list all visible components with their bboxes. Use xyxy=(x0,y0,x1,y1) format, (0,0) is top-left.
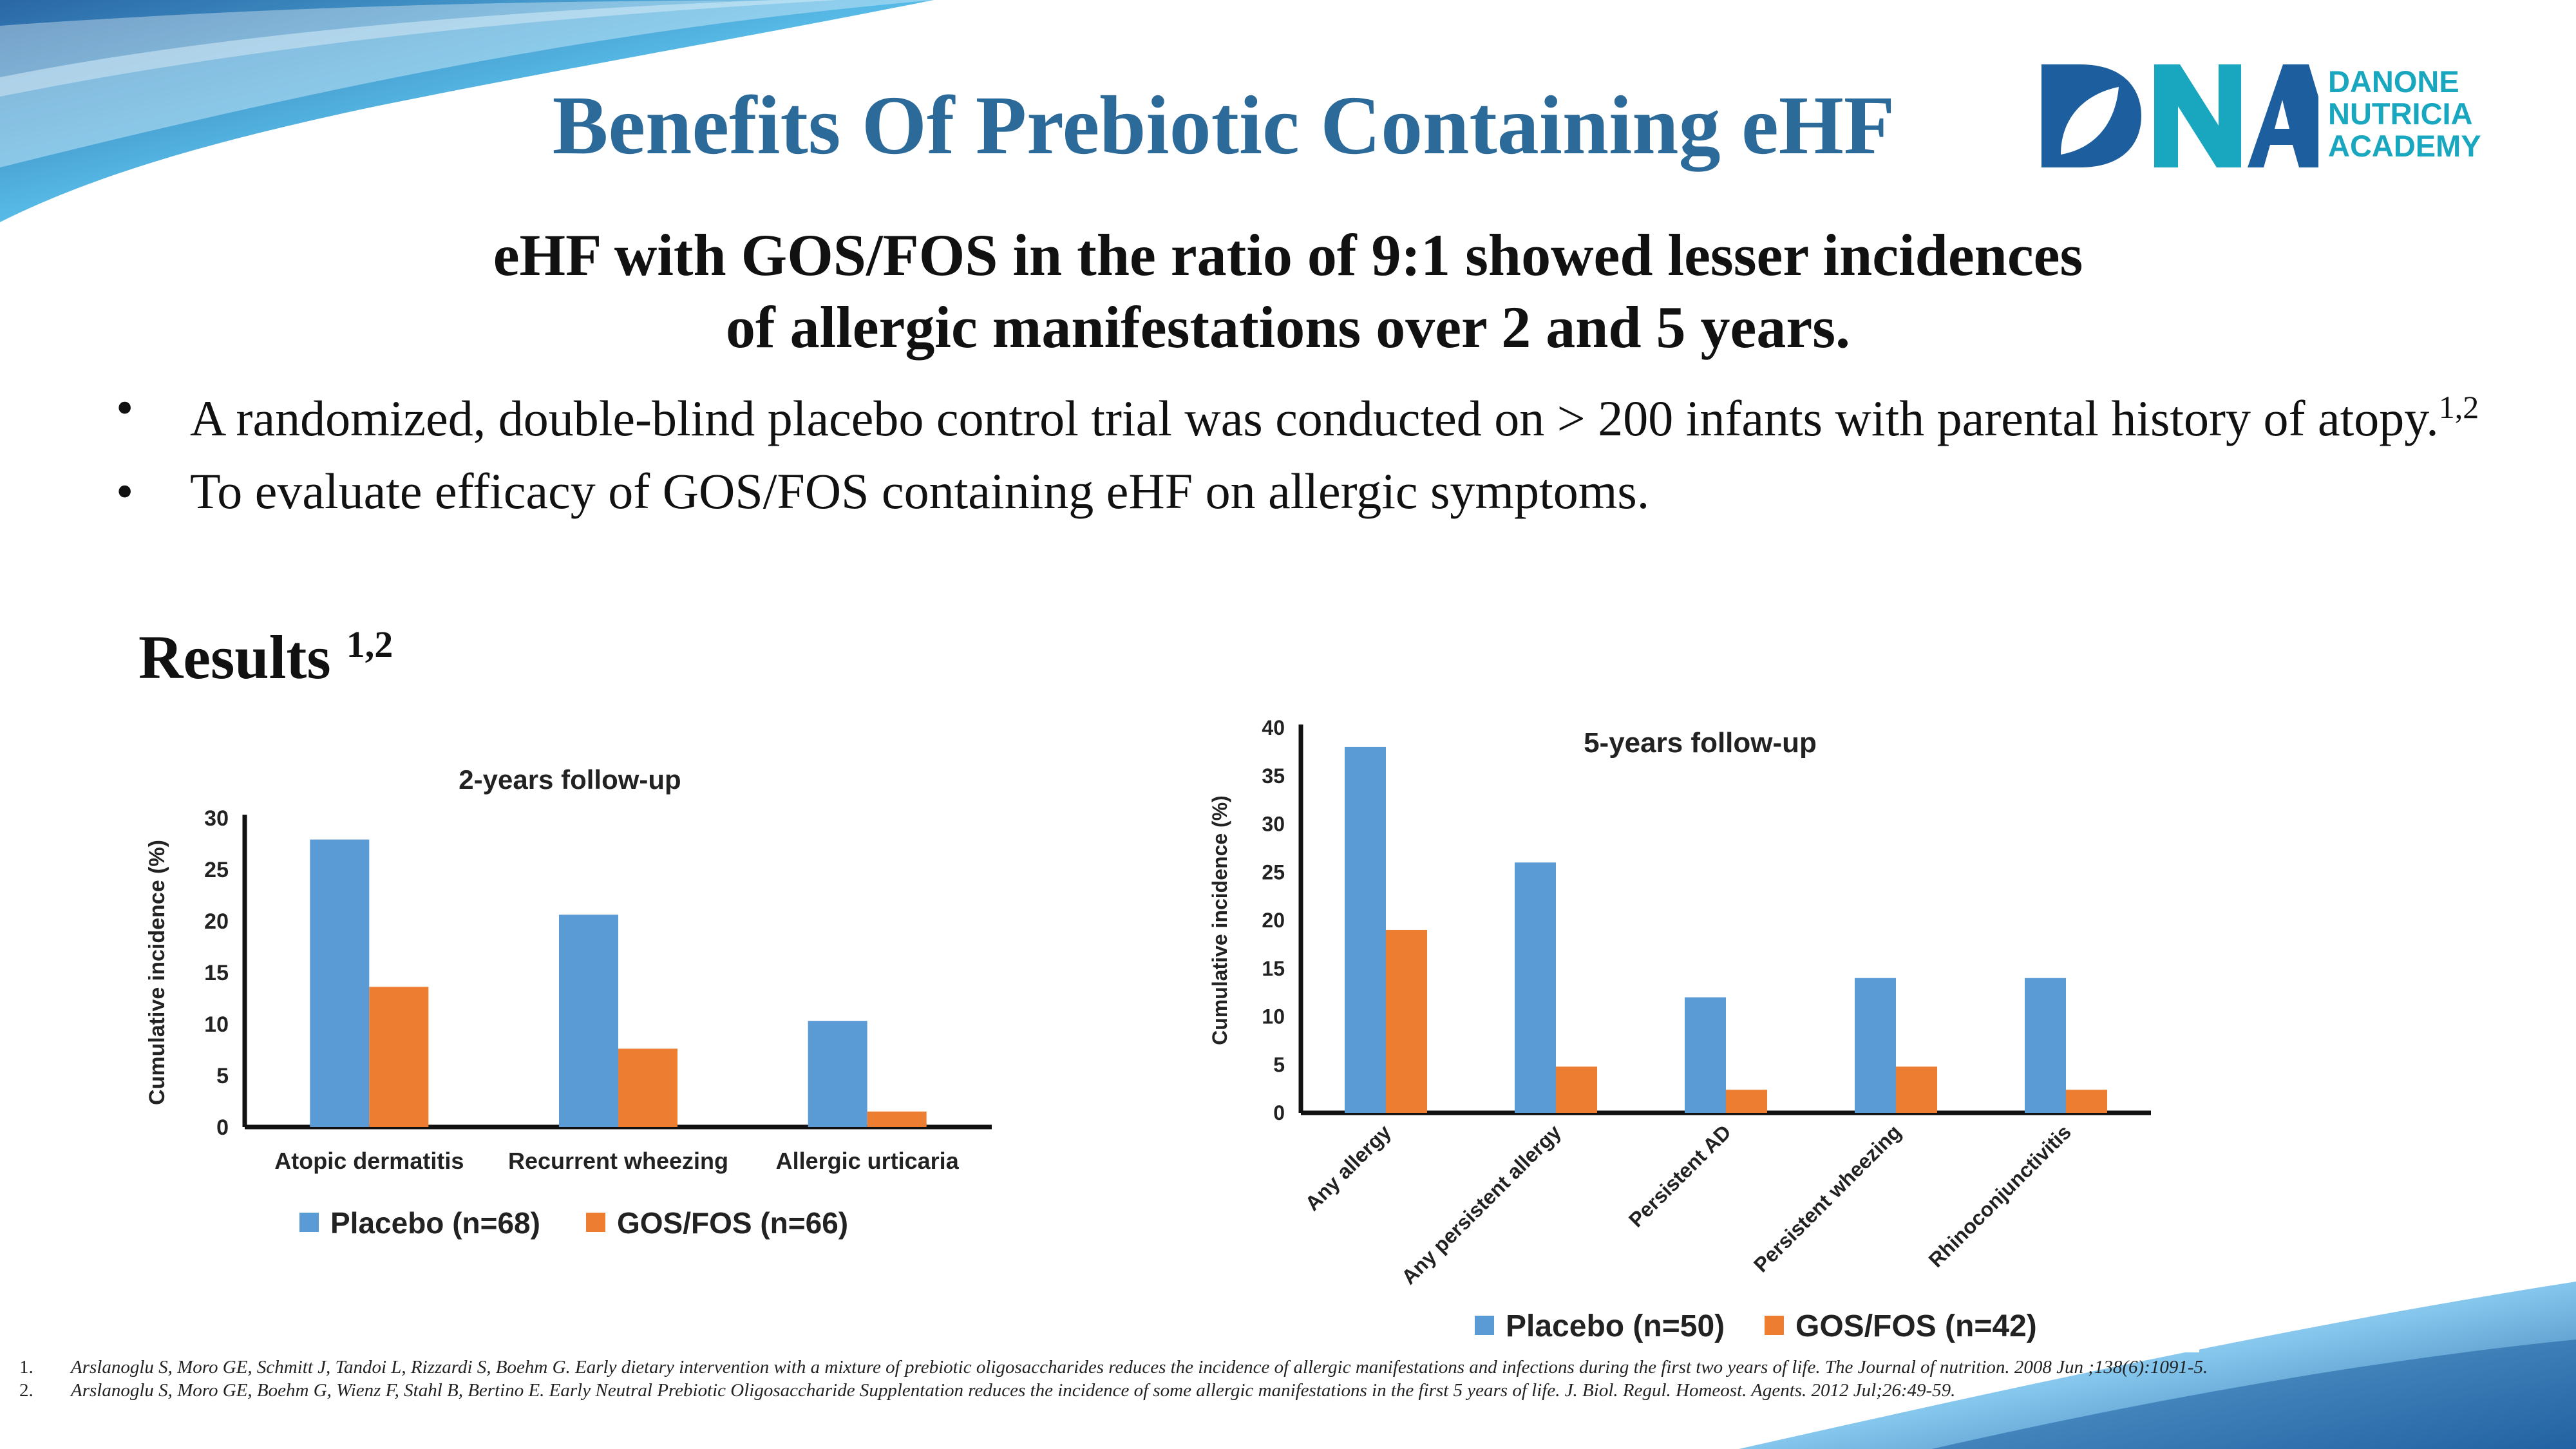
bullet-marker: • xyxy=(116,463,134,519)
y-tick-label: 30 xyxy=(204,806,229,831)
y-tick-label: 5 xyxy=(1273,1053,1285,1076)
y-tick-label: 10 xyxy=(1262,1005,1285,1028)
y-tick-label: 5 xyxy=(216,1064,229,1088)
category-label: Rhinoconjunctivitis xyxy=(1924,1120,2076,1271)
y-tick-label: 40 xyxy=(1262,716,1285,739)
headline-line-1: eHF with GOS/FOS in the ratio of 9:1 sho… xyxy=(493,222,2083,288)
bar-gos-fos xyxy=(1386,929,1427,1113)
bullet-marker: • xyxy=(116,379,134,435)
legend-label: GOS/FOS (n=42) xyxy=(1795,1309,2037,1343)
bullet-item: • A randomized, double-blind placebo con… xyxy=(103,377,2486,449)
legend-swatch xyxy=(299,1213,319,1232)
results-citation: 1,2 xyxy=(346,623,393,665)
chart-title: 5-years follow-up xyxy=(1584,727,1817,759)
legend-label: Placebo (n=50) xyxy=(1506,1309,1725,1343)
bar-gos-fos xyxy=(2066,1090,2107,1113)
category-label: Allergic urticaria xyxy=(776,1148,960,1174)
y-tick-label: 25 xyxy=(1262,860,1285,884)
results-label: Results xyxy=(138,623,331,692)
logo-letter-n xyxy=(2154,64,2241,167)
chart-5-year-followup: 5-years follow-up Cumulative incidence (%… xyxy=(1198,708,2199,1352)
references: 1. Arslanoglu S, Moro GE, Schmitt J, Tan… xyxy=(19,1356,2363,1402)
y-tick-label: 15 xyxy=(1262,957,1285,980)
logo-letter-a xyxy=(2248,64,2318,167)
legend-label: Placebo (n=68) xyxy=(330,1206,540,1240)
bar-placebo xyxy=(1855,978,1896,1113)
chart-5-year-svg: 5-years follow-up Cumulative incidence (%… xyxy=(1208,716,2151,1343)
y-tick-label: 0 xyxy=(1273,1101,1285,1124)
category-label: Any persistent allergy xyxy=(1397,1120,1566,1289)
y-tick-label: 35 xyxy=(1262,764,1285,788)
bar-gos-fos xyxy=(867,1112,927,1127)
y-tick-label: 20 xyxy=(204,909,229,934)
bar-placebo xyxy=(808,1021,867,1127)
category-label: Recurrent wheezing xyxy=(508,1148,728,1174)
legend-swatch xyxy=(586,1213,605,1232)
bullet-list: • A randomized, double-blind placebo con… xyxy=(103,377,2486,533)
danone-nutricia-academy-logo: DANONE NUTRICIA ACADEMY xyxy=(2035,58,2499,174)
reference-number: 1. xyxy=(19,1357,33,1378)
legend-label: GOS/FOS (n=66) xyxy=(617,1206,848,1240)
logo-wordmark: DANONE NUTRICIA ACADEMY xyxy=(2328,66,2502,162)
chart-2-year-svg: 2-years follow-up Cumulative incidence (%… xyxy=(145,764,992,1240)
y-tick-label: 15 xyxy=(204,961,229,985)
bar-gos-fos xyxy=(1556,1066,1597,1113)
bar-placebo xyxy=(1685,997,1726,1113)
y-tick-label: 25 xyxy=(204,858,229,882)
top-left-wave-highlight xyxy=(0,0,934,167)
bar-gos-fos xyxy=(1896,1066,1937,1113)
y-tick-label: 0 xyxy=(216,1115,229,1140)
citation-superscript: 1,2 xyxy=(2438,389,2479,425)
legend-swatch xyxy=(1765,1316,1784,1335)
chart-title: 2-years follow-up xyxy=(459,764,681,795)
logo-line-2: NUTRICIA xyxy=(2328,97,2473,131)
reference-text: Arslanoglu S, Moro GE, Schmitt J, Tandoi… xyxy=(71,1357,2208,1378)
bar-gos-fos xyxy=(369,987,429,1127)
category-label: Persistent AD xyxy=(1624,1120,1736,1231)
bullet-item: • To evaluate efficacy of GOS/FOS contai… xyxy=(103,460,2486,522)
logo-leaf xyxy=(2061,87,2119,155)
headline: eHF with GOS/FOS in the ratio of 9:1 sho… xyxy=(0,219,2576,363)
bar-placebo xyxy=(1515,862,1556,1113)
dna-logo-mark-icon xyxy=(2041,64,2318,167)
y-tick-label: 30 xyxy=(1262,813,1285,836)
headline-line-2: of allergic manifestations over 2 and 5 … xyxy=(725,294,1851,360)
bar-placebo xyxy=(559,914,618,1127)
y-tick-label: 10 xyxy=(204,1012,229,1037)
bottom-right-wave-highlight xyxy=(1932,1340,2576,1449)
reference-item: 1. Arslanoglu S, Moro GE, Schmitt J, Tan… xyxy=(19,1356,2363,1379)
y-axis-label: Cumulative incidence (%) xyxy=(145,840,169,1105)
slide-title: Benefits Of Prebiotic Containing eHF xyxy=(552,79,1895,172)
y-tick-label: 20 xyxy=(1262,909,1285,932)
logo-line-1: DANONE xyxy=(2328,64,2459,99)
bar-gos-fos xyxy=(618,1048,677,1127)
results-heading: Results 1,2 xyxy=(138,621,393,693)
chart-2-year-followup: 2-years follow-up Cumulative incidence (%… xyxy=(135,734,1037,1262)
reference-number: 2. xyxy=(19,1380,33,1401)
reference-item: 2. Arslanoglu S, Moro GE, Boehm G, Wienz… xyxy=(19,1379,2363,1402)
legend-swatch xyxy=(1475,1316,1494,1335)
logo-line-3: ACADEMY xyxy=(2328,129,2481,163)
bar-placebo xyxy=(310,839,370,1127)
y-axis-label: Cumulative incidence (%) xyxy=(1208,795,1231,1045)
category-label: Persistent wheezing xyxy=(1749,1120,1906,1276)
bullet-text: To evaluate efficacy of GOS/FOS containi… xyxy=(190,463,1650,519)
bar-placebo xyxy=(1345,746,1386,1113)
category-label: Atopic dermatitis xyxy=(274,1148,464,1174)
bar-placebo xyxy=(2025,978,2066,1113)
bar-gos-fos xyxy=(1726,1090,1767,1113)
category-label: Any allergy xyxy=(1301,1120,1396,1215)
bullet-text: A randomized, double-blind placebo contr… xyxy=(190,390,2439,446)
reference-text: Arslanoglu S, Moro GE, Boehm G, Wienz F,… xyxy=(71,1380,1956,1401)
top-left-wave-streak xyxy=(0,0,837,97)
